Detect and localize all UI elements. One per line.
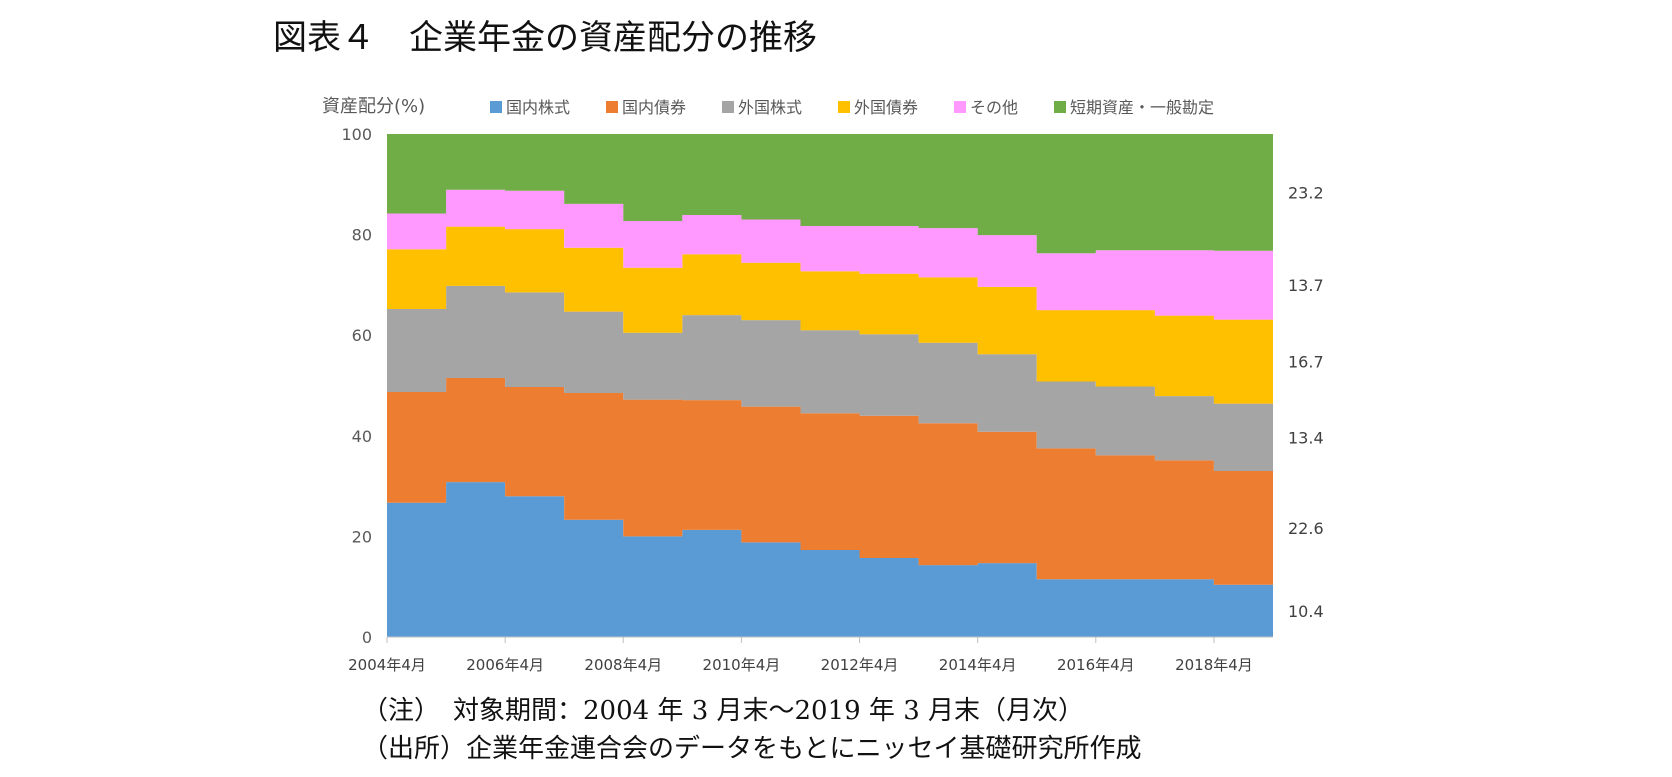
x-tick-label: 2008年4月 [584,656,662,674]
end-label-domestic_stock: 10.4 [1288,602,1324,621]
legend-swatch [722,101,734,113]
legend-item-short_term: 短期資産・一般勘定 [1054,98,1214,117]
legend-item-domestic_bond: 国内債券 [606,98,686,117]
figure-title: 図表４ 企業年金の資産配分の推移 [273,18,817,58]
area-foreign_stock [387,285,1273,471]
legend-item-other: その他 [954,98,1018,117]
area-foreign_bond [387,226,1273,404]
x-tick-label: 2012年4月 [821,656,899,674]
y-tick-label: 60 [352,326,372,345]
legend-swatch [838,101,850,113]
x-tick-label: 2016年4月 [1057,656,1135,674]
legend-item-foreign_bond: 外国債券 [838,98,918,117]
legend-item-domestic_stock: 国内株式 [490,98,570,117]
area-domestic_stock [387,482,1273,637]
y-tick-label: 0 [362,628,372,647]
legend-swatch [606,101,618,113]
axes-layer: 0 20 40 60 80 100 2004年4月 2006年4月 2008年4月 2010年4月… [341,125,1273,674]
legend-label: 外国株式 [738,98,802,117]
legend: 国内株式 国内債券 外国株式 外国債券 その他 短期資産・一般勘定 [490,98,1214,117]
legend-label: 国内株式 [506,98,570,117]
legend-swatch [954,101,966,113]
end-label-foreign_stock: 13.4 [1288,428,1324,447]
legend-label: 短期資産・一般勘定 [1070,98,1214,117]
x-tick-label: 2010年4月 [703,656,781,674]
legend-swatch [1054,101,1066,113]
legend-item-foreign_stock: 外国株式 [722,98,802,117]
legend-label: 国内債券 [622,98,686,117]
end-label-other: 13.7 [1288,276,1324,295]
area-other [387,189,1273,320]
legend-label: その他 [970,98,1018,117]
x-tick-label: 2006年4月 [466,656,544,674]
y-axis-label: 資産配分(%) [322,96,425,117]
end-label-short_term: 23.2 [1288,183,1324,202]
y-tick-label: 80 [352,226,372,245]
end-label-foreign_bond: 16.7 [1288,353,1324,372]
note-period: （注） 対象期間：2004 年 3 月末～2019 年 3 月末（月次） [362,696,1085,726]
notes: （注） 対象期間：2004 年 3 月末～2019 年 3 月末（月次） （出所… [362,692,1141,768]
area-domestic_bond [387,378,1273,585]
x-tick-label: 2018年4月 [1175,656,1253,674]
legend-label: 外国債券 [854,98,918,117]
series-layer [387,134,1273,637]
y-tick-label: 20 [352,527,372,546]
stacked-area-chart: 資産配分(%) 国内株式 国内債券 外国株式 外国債券 その他 短期資産・一般勘定 0 20… [322,96,1324,674]
end-label-domestic_bond: 22.6 [1288,519,1324,538]
x-tick-label: 2004年4月 [348,656,426,674]
legend-swatch [490,101,502,113]
x-tick-label: 2014年4月 [939,656,1017,674]
y-tick-label: 100 [341,125,372,144]
y-tick-label: 40 [352,427,372,446]
end-labels: 10.4 22.6 13.4 16.7 13.7 23.2 [1288,183,1324,620]
note-source: （出所）企業年金連合会のデータをもとにニッセイ基礎研究所作成 [362,734,1142,764]
area-short_term [387,134,1273,254]
